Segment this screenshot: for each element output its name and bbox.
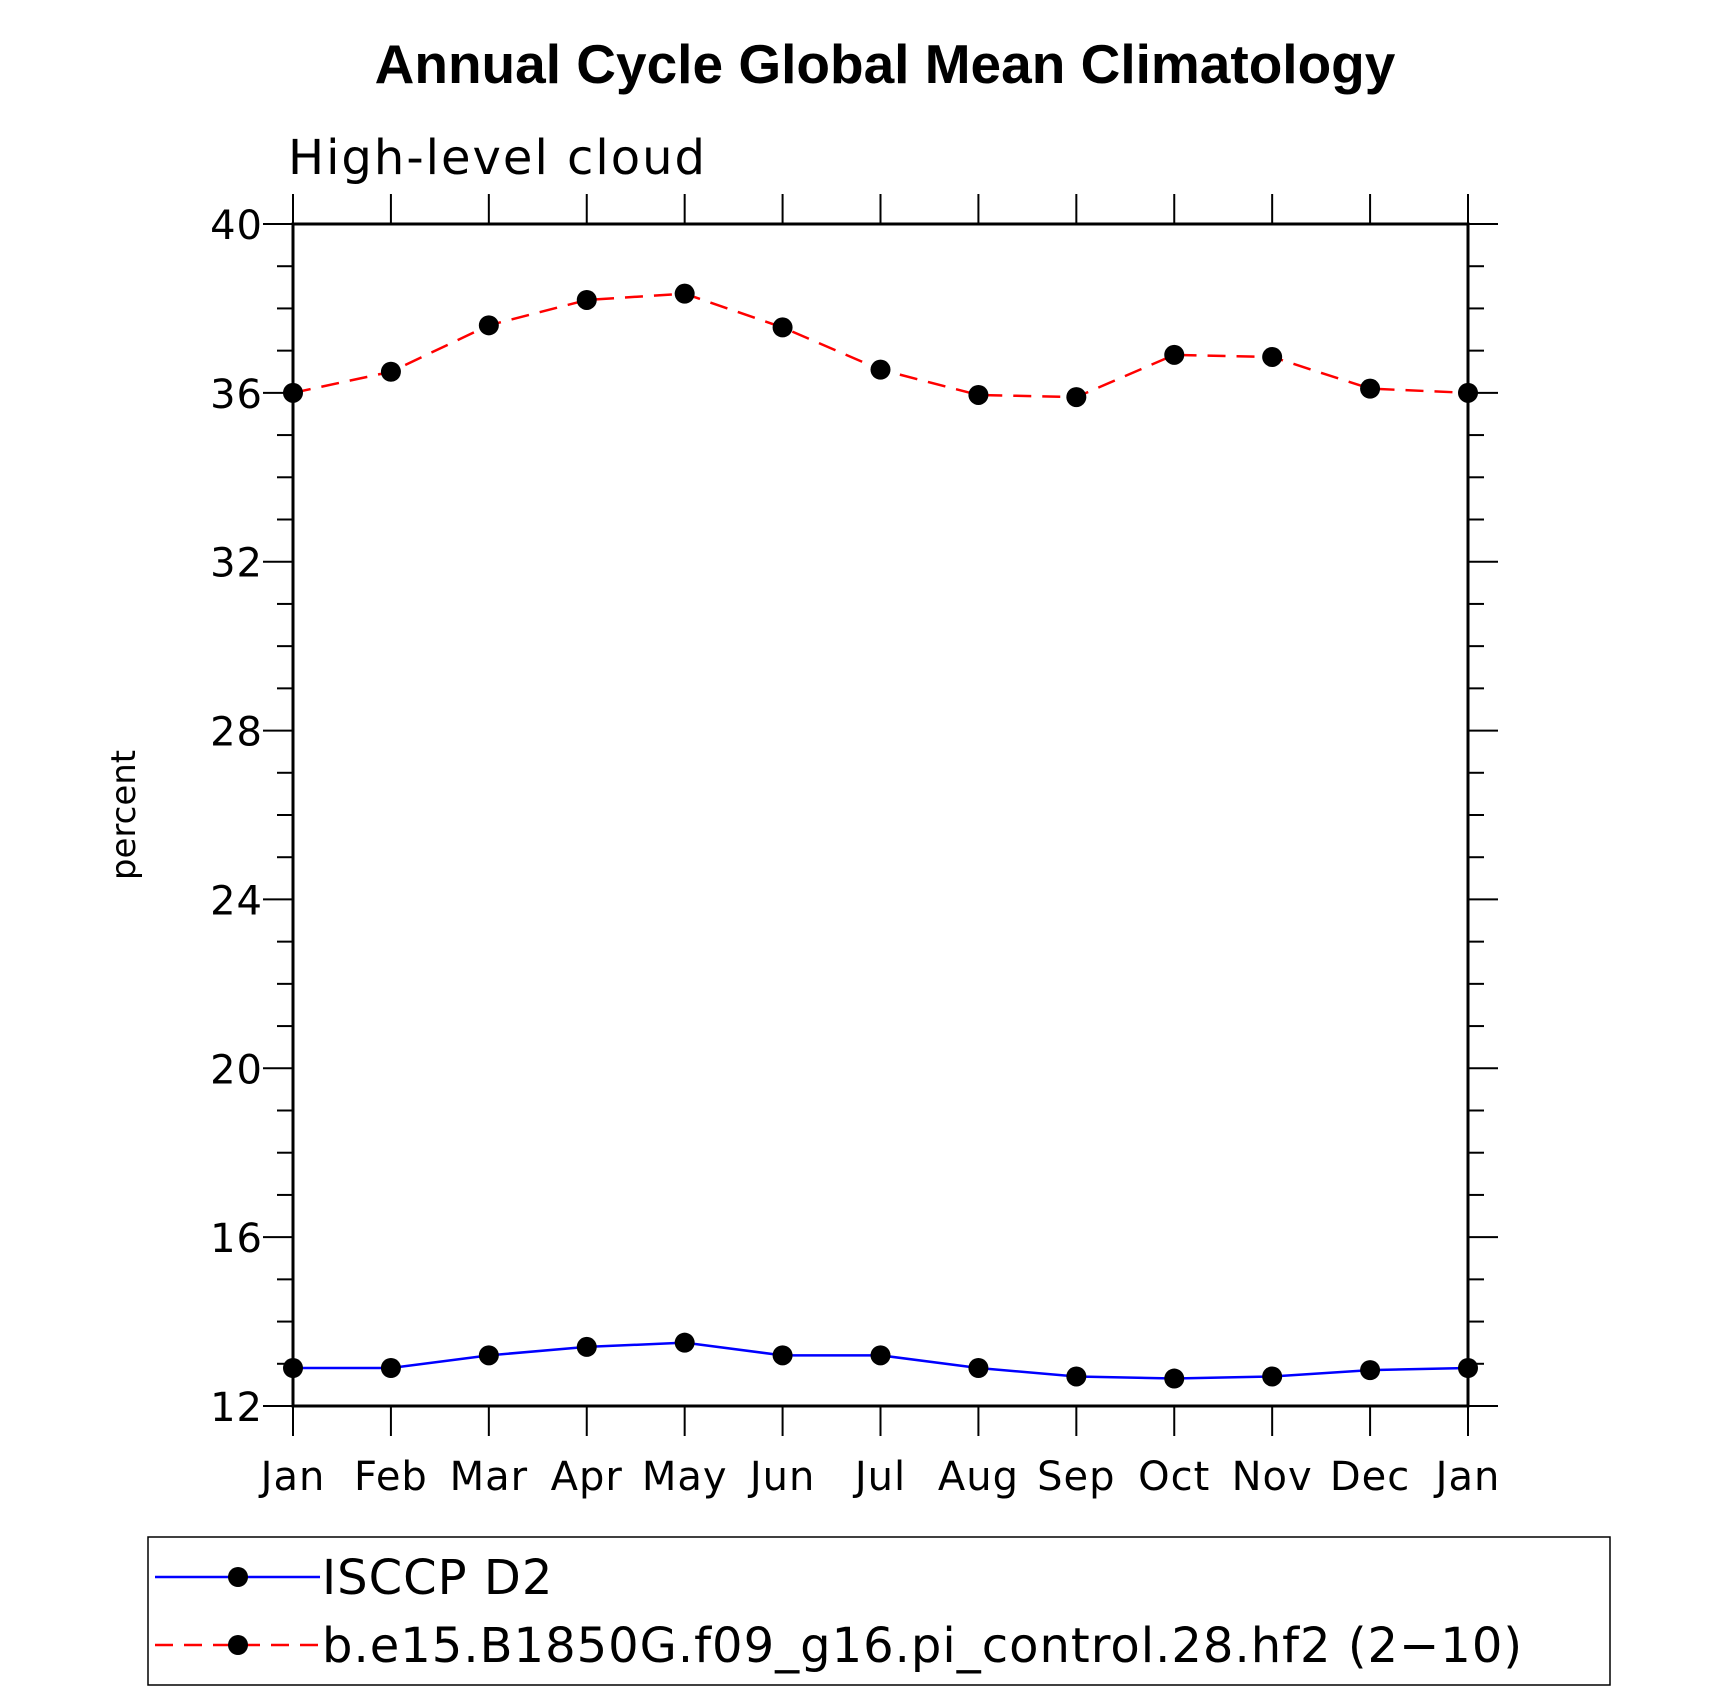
legend-label-2: b.e15.B1850G.f09_g16.pi_control.28.hf2 (… [322, 1618, 1523, 1674]
chart-title: Annual Cycle Global Mean Climatology [375, 33, 1396, 95]
data-point [478, 1345, 499, 1366]
data-point [674, 283, 695, 304]
x-tick-label: Jan [258, 1454, 326, 1500]
x-tick-label: Mar [450, 1454, 528, 1500]
y-tick-label: 32 [210, 541, 263, 587]
data-point [1066, 387, 1087, 408]
data-point [576, 1336, 597, 1357]
data-point [772, 1345, 793, 1366]
data-point [380, 361, 401, 382]
x-tick-label: Nov [1232, 1454, 1313, 1500]
y-tick-label: 20 [210, 1047, 263, 1093]
data-point [1262, 1366, 1283, 1387]
x-axis-ticks: Jan Feb Mar Apr May Jun Jul Aug Sep Oct Nov Dec Jan [258, 194, 1501, 1500]
legend-label-1: ISCCP D2 [322, 1550, 553, 1606]
data-point [576, 289, 597, 310]
series-1 [283, 1332, 1478, 1389]
data-point [1164, 1368, 1185, 1389]
data-point [1458, 382, 1478, 403]
legend-marker-2 [228, 1635, 248, 1655]
x-tick-label: Jun [747, 1454, 816, 1500]
data-point [478, 315, 499, 336]
y-tick-label: 28 [210, 710, 263, 756]
plot-border [291, 222, 1470, 1408]
data-point [283, 382, 303, 403]
x-tick-label: Aug [938, 1454, 1019, 1500]
x-tick-label: Feb [354, 1454, 428, 1500]
y-tick-label: 40 [210, 203, 263, 249]
plot-frame [291, 222, 1470, 1408]
data-point [968, 384, 989, 405]
series-layer [283, 283, 1478, 1389]
data-point [870, 1345, 891, 1366]
x-tick-label: Dec [1330, 1454, 1410, 1500]
data-point [380, 1358, 401, 1379]
data-point [968, 1358, 989, 1379]
y-axis-label: percent [104, 750, 144, 880]
data-point [674, 1332, 695, 1353]
x-tick-label: Apr [551, 1454, 623, 1500]
y-tick-label: 24 [210, 878, 263, 924]
x-tick-label: Oct [1138, 1454, 1210, 1500]
y-axis-ticks: 12 16 20 24 28 32 36 40 [210, 203, 1498, 1431]
data-point [1360, 1360, 1381, 1381]
x-tick-label: May [642, 1454, 728, 1500]
chart-subtitle: High-level cloud [288, 130, 707, 186]
data-point [283, 1358, 303, 1379]
data-point [772, 317, 793, 338]
x-tick-label: Jul [852, 1454, 906, 1500]
data-point [1458, 1358, 1478, 1379]
legend-box [147, 1536, 1611, 1686]
legend: ISCCP D2 b.e15.B1850G.f09_g16.pi_control.… [147, 1536, 1611, 1686]
data-point [870, 359, 891, 380]
data-point [1164, 344, 1185, 365]
series-line [292, 292, 1469, 399]
legend-marker-1 [228, 1567, 248, 1587]
y-tick-label: 16 [210, 1216, 263, 1262]
data-point [1066, 1366, 1087, 1387]
x-tick-label: Jan [1433, 1454, 1501, 1500]
series-2 [283, 283, 1478, 408]
data-point [1360, 378, 1381, 399]
data-point [1262, 346, 1283, 367]
x-tick-label: Sep [1037, 1454, 1115, 1500]
y-tick-label: 12 [210, 1385, 263, 1431]
y-tick-label: 36 [210, 372, 263, 418]
